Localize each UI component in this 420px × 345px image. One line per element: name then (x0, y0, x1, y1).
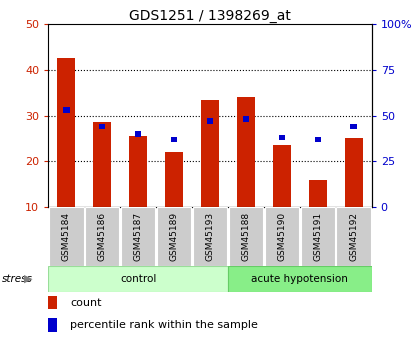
Bar (201, 100, 219, 207)
Bar (193, 207, 227, 266)
Text: GSM45191: GSM45191 (313, 212, 322, 261)
Bar (63, 107, 69, 113)
Text: GSM45188: GSM45188 (241, 212, 250, 261)
Text: control: control (120, 274, 156, 284)
Bar (309, 179, 327, 207)
Bar (49, 207, 84, 266)
Text: percentile rank within the sample: percentile rank within the sample (70, 320, 258, 330)
Text: acute hypotension: acute hypotension (252, 274, 348, 284)
Bar (273, 145, 291, 207)
Text: GSM45186: GSM45186 (98, 212, 107, 261)
Bar (345, 138, 363, 207)
Bar (315, 137, 321, 142)
Bar (228, 207, 263, 266)
Text: GSM45193: GSM45193 (205, 212, 215, 261)
Text: stress: stress (2, 274, 33, 284)
Bar (129, 136, 147, 207)
Text: GDS1251 / 1398269_at: GDS1251 / 1398269_at (129, 9, 291, 23)
Bar (48, 318, 58, 332)
Bar (57, 58, 75, 207)
Text: count: count (70, 298, 102, 308)
Bar (135, 131, 142, 137)
Bar (207, 118, 213, 124)
Text: GSM45190: GSM45190 (277, 212, 286, 261)
Bar (48, 266, 228, 292)
Bar (121, 207, 155, 266)
Bar (278, 135, 285, 140)
Bar (99, 124, 105, 129)
Text: GSM45189: GSM45189 (170, 212, 178, 261)
Bar (228, 266, 372, 292)
Text: GSM45187: GSM45187 (134, 212, 143, 261)
Bar (243, 117, 249, 122)
Bar (93, 122, 111, 207)
Bar (237, 97, 255, 207)
Bar (157, 207, 192, 266)
Bar (301, 207, 335, 266)
Text: ▶: ▶ (24, 274, 33, 284)
Text: GSM45192: GSM45192 (349, 212, 358, 261)
Bar (48, 296, 58, 309)
Bar (265, 207, 299, 266)
Bar (165, 152, 183, 207)
Bar (336, 207, 371, 266)
Bar (171, 137, 177, 142)
Bar (351, 124, 357, 129)
Text: GSM45184: GSM45184 (62, 212, 71, 261)
Bar (85, 207, 119, 266)
